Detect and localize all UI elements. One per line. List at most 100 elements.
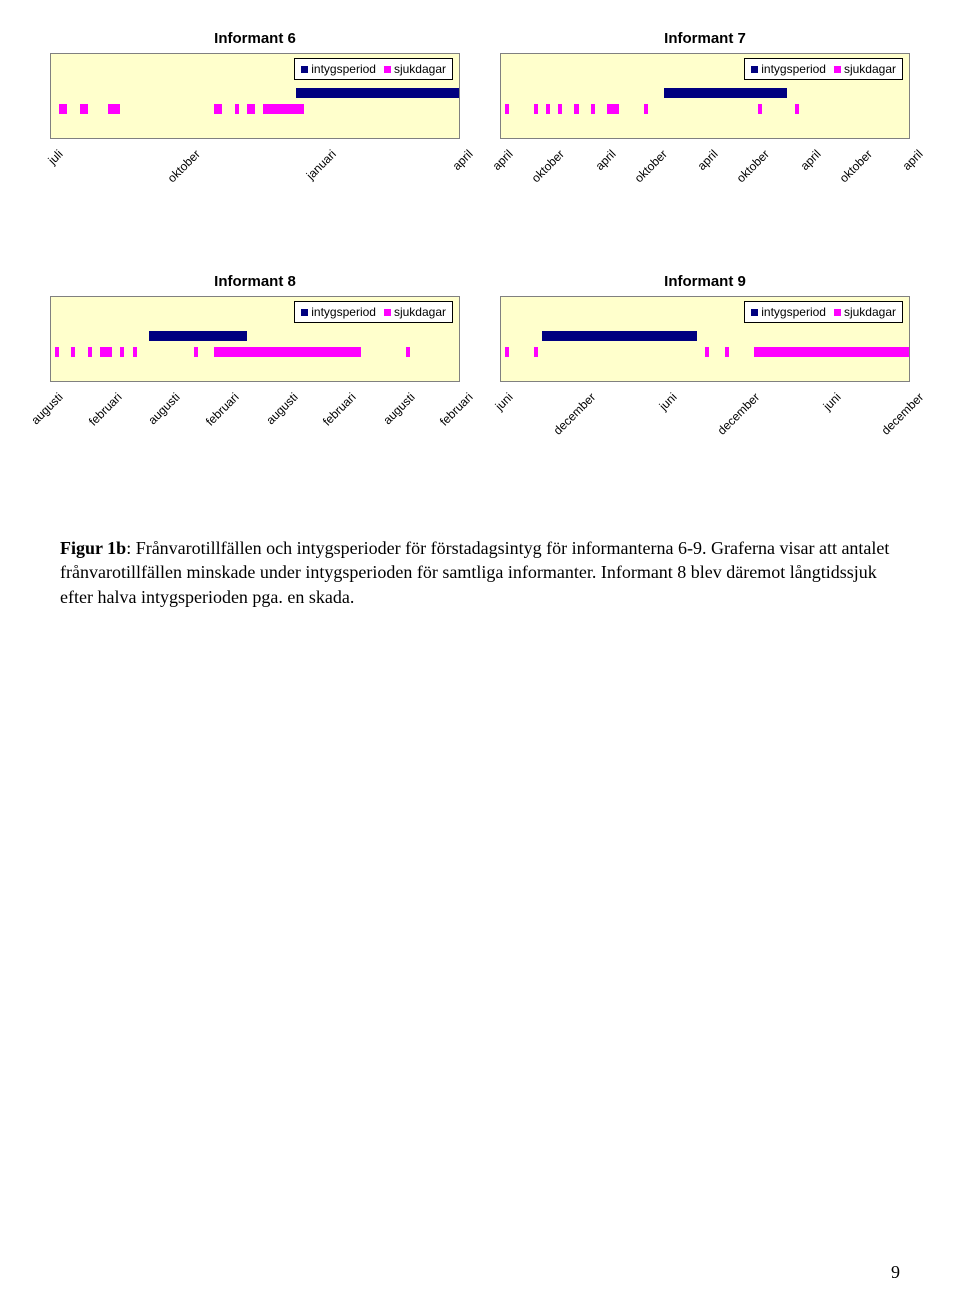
- legend-item-sjukdagar: sjukdagar: [384, 62, 446, 76]
- legend-label: sjukdagar: [844, 62, 896, 76]
- axis-tick-label: juni: [657, 390, 680, 413]
- plot-area: intygsperiod sjukdagar: [500, 53, 910, 139]
- axis-tick-label: januari: [304, 147, 339, 182]
- band-intygsperiod: [542, 331, 697, 341]
- figure-caption: Figur 1b: Frånvarotillfällen och intygsp…: [50, 536, 910, 609]
- band-sjukdagar: [558, 104, 562, 114]
- panel: intygsperiod sjukdagar april oktober april…: [500, 53, 910, 193]
- axis-tick-label: april: [695, 147, 721, 173]
- axis-tick-label: oktober: [164, 147, 202, 185]
- band-sjukdagar: [100, 347, 112, 357]
- axis-tick-label: oktober: [529, 147, 567, 185]
- legend-label: intygsperiod: [311, 62, 376, 76]
- legend-swatch-sjukdagar: [384, 66, 391, 73]
- band-intygsperiod: [296, 88, 459, 98]
- band-sjukdagar: [705, 347, 709, 357]
- legend-label: sjukdagar: [844, 305, 896, 319]
- caption-bold: Figur 1b: [60, 538, 126, 558]
- panel: intygsperiod sjukdagar julioktoberjanuar…: [50, 53, 460, 193]
- band-sjukdagar: [574, 104, 578, 114]
- legend-item-intygsperiod: intygsperiod: [301, 305, 376, 319]
- band-sjukdagar: [546, 104, 550, 114]
- band-sjukdagar: [644, 104, 648, 114]
- axis-tick-label: april: [450, 147, 476, 173]
- panel-title: Informant 9: [500, 273, 910, 290]
- axis-tick-label: april: [900, 147, 926, 173]
- axis-tick-label: oktober: [631, 147, 669, 185]
- band-sjukdagar: [758, 104, 762, 114]
- axis-tick-label: april: [797, 147, 823, 173]
- panel-title: Informant 6: [50, 30, 460, 47]
- band-sjukdagar: [406, 347, 410, 357]
- legend: intygsperiod sjukdagar: [744, 301, 903, 323]
- axis-tick-label: februari: [203, 390, 242, 429]
- band-intygsperiod: [149, 331, 247, 341]
- legend-swatch-sjukdagar: [384, 309, 391, 316]
- band-sjukdagar: [607, 104, 619, 114]
- plot-area: intygsperiod sjukdagar: [500, 296, 910, 382]
- panel-informant-7: Informant 7 intygsperiod sjukdagar: [500, 30, 910, 193]
- band-sjukdagar: [88, 347, 92, 357]
- band-sjukdagar: [591, 104, 595, 114]
- document-page: Informant 6 intygsperiod sjukdagar: [0, 0, 960, 1311]
- axis-tick-label: augusti: [380, 390, 417, 427]
- axis-tick-label: april: [592, 147, 618, 173]
- band-sjukdagar: [214, 347, 361, 357]
- legend-label: sjukdagar: [394, 62, 446, 76]
- axis-tick-label: februari: [320, 390, 359, 429]
- legend-item-sjukdagar: sjukdagar: [834, 305, 896, 319]
- legend-swatch-intygsperiod: [301, 66, 308, 73]
- legend-label: intygsperiod: [761, 62, 826, 76]
- axis-tick-label: december: [878, 390, 926, 438]
- panel: intygsperiod sjukdagar junidecemberjunid…: [500, 296, 910, 436]
- caption-text: : Frånvarotillfällen och intygsperioder …: [60, 538, 889, 607]
- legend-item-intygsperiod: intygsperiod: [751, 305, 826, 319]
- chart-row-2: Informant 8 intygsperiod sjukdagar: [50, 273, 910, 436]
- axis-labels: julioktoberjanuariapril: [50, 139, 460, 189]
- legend-item-sjukdagar: sjukdagar: [384, 305, 446, 319]
- panel-title: Informant 7: [500, 30, 910, 47]
- panel-informant-8: Informant 8 intygsperiod sjukdagar: [50, 273, 460, 436]
- axis-tick-label: oktober: [836, 147, 874, 185]
- band-sjukdagar: [133, 347, 137, 357]
- axis-tick-label: december: [714, 390, 762, 438]
- axis-tick-label: oktober: [734, 147, 772, 185]
- legend-label: sjukdagar: [394, 305, 446, 319]
- plot-area: intygsperiod sjukdagar: [50, 53, 460, 139]
- axis-tick-label: december: [550, 390, 598, 438]
- legend-item-sjukdagar: sjukdagar: [834, 62, 896, 76]
- axis-tick-label: februari: [86, 390, 125, 429]
- legend-swatch-intygsperiod: [751, 309, 758, 316]
- band-sjukdagar: [505, 347, 509, 357]
- legend: intygsperiod sjukdagar: [744, 58, 903, 80]
- band-sjukdagar: [108, 104, 120, 114]
- legend-label: intygsperiod: [311, 305, 376, 319]
- band-sjukdagar: [120, 347, 124, 357]
- band-sjukdagar: [534, 104, 538, 114]
- band-sjukdagar: [55, 347, 59, 357]
- axis-tick-label: juli: [46, 147, 66, 167]
- axis-tick-label: juni: [493, 390, 516, 413]
- band-sjukdagar: [725, 347, 729, 357]
- band-sjukdagar: [534, 347, 538, 357]
- band-sjukdagar: [214, 104, 222, 114]
- axis-tick-label: augusti: [146, 390, 183, 427]
- band-sjukdagar: [263, 104, 304, 114]
- axis-labels: apriloktoberapriloktoberapriloktoberapri…: [500, 139, 910, 189]
- legend: intygsperiod sjukdagar: [294, 301, 453, 323]
- legend-swatch-intygsperiod: [301, 309, 308, 316]
- band-sjukdagar: [795, 104, 799, 114]
- panel: intygsperiod sjukdagar augustifebruariau…: [50, 296, 460, 436]
- axis-tick-label: augusti: [263, 390, 300, 427]
- legend: intygsperiod sjukdagar: [294, 58, 453, 80]
- legend-item-intygsperiod: intygsperiod: [301, 62, 376, 76]
- axis-labels: junidecemberjunidecemberjunidecember: [500, 382, 910, 432]
- band-sjukdagar: [505, 104, 509, 114]
- chart-row-1: Informant 6 intygsperiod sjukdagar: [50, 30, 910, 193]
- axis-tick-label: augusti: [29, 390, 66, 427]
- panel-title: Informant 8: [50, 273, 460, 290]
- axis-labels: augusti februari augusti februari augusti feb…: [50, 382, 460, 432]
- panel-informant-6: Informant 6 intygsperiod sjukdagar: [50, 30, 460, 193]
- axis-tick-label: februari: [437, 390, 476, 429]
- axis-tick-label: april: [490, 147, 516, 173]
